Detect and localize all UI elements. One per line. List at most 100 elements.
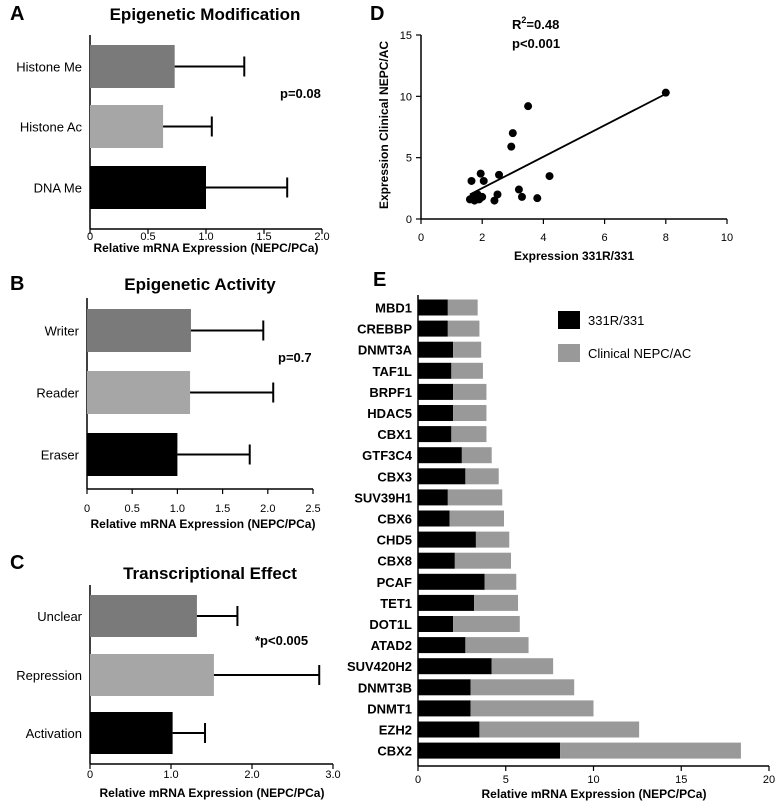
x-tick-label: 0.5 — [140, 231, 155, 243]
stacked-bar-segment — [465, 468, 499, 485]
stacked-bar-segment — [451, 426, 487, 443]
y-tick-label: 10 — [400, 91, 412, 103]
stacked-bar-segment — [418, 468, 466, 485]
data-point — [467, 176, 476, 185]
gene-label: HDAC5 — [367, 406, 412, 421]
stacked-bar-segment — [418, 510, 450, 527]
gene-label: CBX1 — [377, 427, 412, 442]
r-squared-annotation: R2=0.48 — [512, 15, 559, 32]
x-tick-label: 10 — [587, 774, 599, 786]
y-tick-label: 15 — [400, 30, 412, 42]
legend-label: 331R/331 — [588, 313, 644, 328]
data-point — [517, 192, 526, 201]
stacked-bar-segment — [447, 489, 503, 506]
data-point — [514, 185, 523, 194]
gene-label: CREBBP — [357, 322, 412, 337]
panel-label: B — [10, 273, 24, 295]
stacked-bar-segment — [418, 489, 448, 506]
stacked-bar-segment — [418, 700, 471, 717]
gene-label: DOT1L — [369, 617, 412, 632]
x-tick-label: 20 — [763, 774, 775, 786]
y-axis-label: Expression Clinical NEPC/AC — [377, 41, 391, 209]
x-tick-label: 1.5 — [256, 231, 271, 243]
gene-label: SUV420H2 — [347, 659, 412, 674]
x-tick-label: 4 — [540, 232, 546, 244]
category-label: Writer — [45, 324, 80, 339]
gene-label: PCAF — [377, 575, 412, 590]
gene-label: BRPF1 — [369, 385, 412, 400]
data-point — [524, 102, 533, 111]
legend-label: Clinical NEPC/AC — [588, 346, 691, 361]
panel-label: D — [370, 3, 384, 25]
x-tick-label: 1.5 — [215, 503, 230, 515]
gene-label: CBX8 — [377, 554, 412, 569]
gene-label: DNMT3B — [358, 680, 412, 695]
legend-swatch — [558, 311, 580, 329]
panel-b: B Epigenetic Activity p=0.7 Relative mRN… — [10, 273, 321, 531]
gene-label: DNMT1 — [367, 701, 412, 716]
panel-a: A Epigenetic Modification p=0.08 Relativ… — [10, 3, 330, 255]
r2-value: =0.48 — [526, 17, 559, 32]
gene-label: EZH2 — [379, 723, 412, 738]
regression-line — [469, 93, 667, 196]
x-axis-label: Relative mRNA Expression (NEPC/PCa) — [91, 517, 316, 531]
x-tick-label: 1.0 — [170, 503, 185, 515]
bar — [90, 654, 214, 696]
chart-title: Epigenetic Activity — [124, 275, 276, 294]
x-tick-label: 5 — [503, 774, 509, 786]
panel-label: A — [10, 3, 24, 25]
stacked-bar-segment — [418, 383, 454, 400]
data-point — [533, 194, 542, 203]
gene-label: ATAD2 — [371, 638, 412, 653]
stacked-bar-segment — [418, 637, 466, 654]
gene-label: SUV39H1 — [354, 490, 412, 505]
stacked-bar-segment — [418, 658, 492, 675]
x-axis-label: Expression 331R/331 — [514, 249, 634, 263]
gene-label: CBX6 — [377, 512, 412, 527]
x-tick-label: 0 — [418, 232, 424, 244]
stacked-bar-segment — [418, 362, 452, 379]
x-axis-label: Relative mRNA Expression (NEPC/PCa) — [94, 241, 319, 255]
x-tick-label: 2.5 — [305, 503, 320, 515]
data-point — [476, 169, 485, 178]
stacked-bar-segment — [484, 573, 517, 590]
stacked-bar-segment — [418, 721, 480, 738]
x-tick-label: 2.0 — [260, 503, 275, 515]
category-label: Repression — [16, 668, 82, 683]
stacked-bar-segment — [465, 637, 529, 654]
p-value-annotation: p=0.7 — [278, 350, 312, 365]
stacked-bar-segment — [418, 299, 448, 316]
stacked-bar-segment — [418, 426, 452, 443]
r2-superscript: 2 — [521, 15, 526, 25]
data-point — [545, 172, 554, 181]
legend-swatch — [558, 344, 580, 362]
x-tick-label: 8 — [663, 232, 669, 244]
data-point — [507, 142, 516, 151]
stacked-bar-segment — [454, 552, 512, 569]
x-tick-label: 1.0 — [163, 769, 178, 781]
stacked-bar-segment — [449, 510, 504, 527]
x-tick-label: 2.0 — [244, 769, 259, 781]
x-tick-label: 15 — [675, 774, 687, 786]
p-value-annotation: *p<0.005 — [255, 633, 308, 648]
panel-c: C Transcriptional Effect *p<0.005 Relati… — [10, 552, 341, 800]
stacked-bar-segment — [447, 320, 480, 337]
data-point — [508, 129, 517, 138]
gene-label: CBX3 — [377, 469, 412, 484]
category-label: DNA Me — [34, 181, 82, 196]
category-label: Histone Me — [16, 60, 82, 75]
bar — [90, 45, 175, 88]
x-tick-label: 1.0 — [198, 231, 213, 243]
bar — [90, 166, 206, 209]
data-point — [479, 176, 488, 185]
gene-label: GTF3C4 — [362, 448, 413, 463]
stacked-bar-segment — [418, 616, 454, 632]
stacked-bar-segment — [475, 531, 510, 548]
stacked-bar-segment — [418, 320, 448, 337]
x-tick-label: 3.0 — [325, 769, 340, 781]
stacked-bar-segment — [491, 658, 554, 675]
x-tick-label: 0 — [87, 231, 93, 243]
panel-d: D R2=0.48 p<0.001 Expression 331R/331 Ex… — [370, 3, 733, 263]
p-value-annotation: p=0.08 — [280, 86, 321, 101]
